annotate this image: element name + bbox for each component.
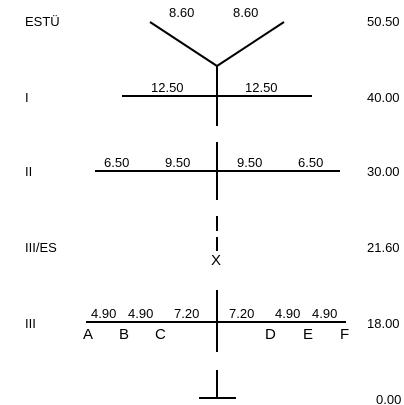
elevation-iii-es: 21.60	[367, 240, 400, 255]
level3-seg5-dim: 4.90	[275, 306, 300, 321]
peak-left-arm	[149, 21, 218, 67]
level2-seg3-dim: 9.50	[237, 155, 262, 170]
point-c: C	[155, 326, 166, 343]
level2-seg2-dim: 9.50	[165, 155, 190, 170]
peak-right-dim: 8.60	[233, 5, 258, 20]
level3-seg1-dim: 4.90	[91, 306, 116, 321]
point-b: B	[119, 326, 129, 343]
point-e: E	[303, 326, 313, 343]
level2-seg1-dim: 6.50	[104, 155, 129, 170]
elevation-estu: 50.50	[367, 14, 400, 29]
point-d: D	[265, 326, 276, 343]
elevation-iii: 18.00	[367, 316, 400, 331]
peak-right-arm	[216, 21, 285, 67]
elevation-ground: 0.00	[376, 392, 401, 405]
level3-seg2-dim: 4.90	[128, 306, 153, 321]
level-name-iii: III	[25, 316, 36, 331]
level-name-ii: II	[25, 164, 32, 179]
level1-left-dim: 12.50	[151, 80, 184, 95]
level-name-i: I	[25, 90, 29, 105]
elevation-ii: 30.00	[367, 164, 400, 179]
level3-seg6-dim: 4.90	[312, 306, 337, 321]
level2-seg4-dim: 6.50	[298, 155, 323, 170]
level1-right-dim: 12.50	[245, 80, 278, 95]
level-name-estu: ESTÜ	[25, 14, 60, 29]
elevation-i: 40.00	[367, 90, 400, 105]
level3-seg4-dim: 7.20	[229, 306, 254, 321]
point-f: F	[340, 326, 349, 343]
peak-left-dim: 8.60	[169, 5, 194, 20]
level3-seg3-dim: 7.20	[174, 306, 199, 321]
point-a: A	[83, 326, 93, 343]
mast-x-mark: X	[211, 252, 221, 269]
level-name-iii-es: III/ES	[25, 240, 57, 255]
